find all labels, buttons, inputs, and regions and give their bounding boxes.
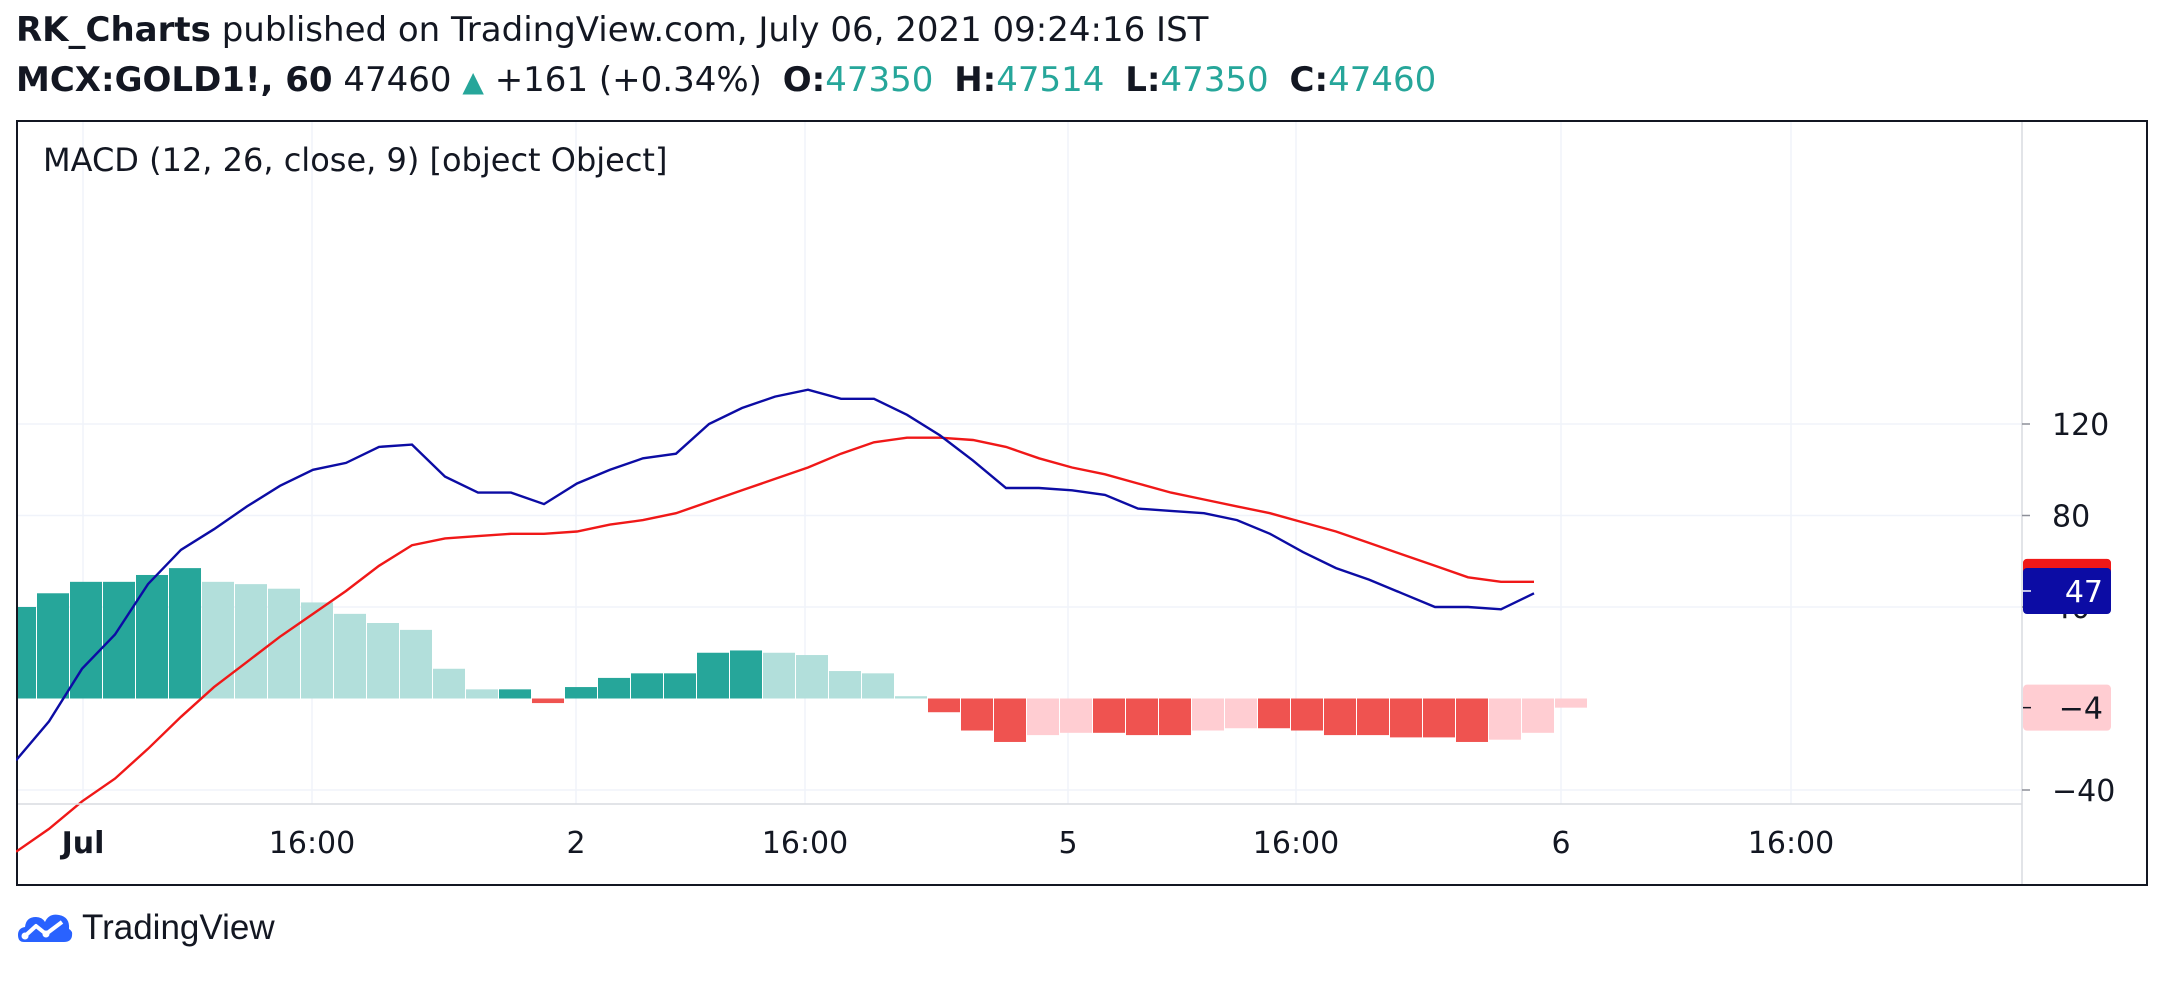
histogram-bar — [37, 593, 69, 699]
publish-info: RK_Charts published on TradingView.com, … — [16, 10, 1208, 50]
up-arrow-icon: ▲ — [462, 65, 484, 98]
histogram-bar — [532, 698, 564, 704]
close-value: 47460 — [1328, 60, 1437, 100]
tradingview-logo-icon — [18, 914, 73, 942]
histogram-bar — [400, 629, 432, 699]
published-text: published on TradingView.com, July 06, 2… — [221, 10, 1209, 50]
histogram-bar — [994, 698, 1026, 742]
histogram-bar — [1159, 698, 1191, 736]
symbol-info: MCX:GOLD1!, 60 47460 ▲ +161 (+0.34%) O:4… — [16, 60, 1436, 100]
macd-line — [16, 388, 1535, 762]
last-value-labels: −45147 — [2023, 558, 2111, 731]
histogram-bar — [1456, 698, 1488, 742]
y-tick-label: 120 — [2052, 408, 2109, 443]
histogram-bar — [268, 588, 300, 699]
price-change: +161 (+0.34%) — [494, 60, 762, 100]
histogram-bar — [598, 677, 630, 699]
brand-name: TradingView — [82, 908, 275, 947]
author-name: RK_Charts — [16, 10, 211, 50]
histogram-last-value: −4 — [2059, 692, 2103, 727]
histogram-bar — [1192, 698, 1224, 731]
histogram-bar — [499, 689, 531, 699]
x-tick-label: 16:00 — [1253, 826, 1339, 861]
symbol-name: MCX:GOLD1!, 60 — [16, 60, 333, 100]
low-value: 47350 — [1160, 60, 1269, 100]
histogram-bar — [631, 673, 663, 699]
histogram-bar — [796, 655, 828, 699]
x-tick-label: 6 — [1551, 826, 1570, 861]
last-price: 47460 — [343, 60, 452, 100]
histogram-bar — [829, 671, 861, 699]
histogram-bar — [763, 652, 795, 699]
histogram-bar — [1489, 698, 1521, 740]
histogram-bar — [895, 696, 927, 699]
low-label: L: — [1125, 60, 1161, 100]
histogram-bar — [1324, 698, 1356, 736]
histogram-bar — [1423, 698, 1455, 738]
x-tick-label: 16:00 — [1748, 826, 1834, 861]
x-tick-label: 16:00 — [269, 826, 355, 861]
histogram-bar — [664, 673, 696, 699]
macd-last-value-bg — [2023, 567, 2111, 614]
histogram-bar — [235, 584, 267, 699]
close-label: C: — [1289, 60, 1329, 100]
macd-last-value: 47 — [2065, 575, 2103, 610]
histogram-bar — [1291, 698, 1323, 731]
histogram-bar — [928, 698, 960, 713]
time-axis: Jul 16:00 2 16:00 5 16:00 6 16:00 — [60, 826, 1835, 861]
x-tick-label: 2 — [566, 826, 585, 861]
high-value: 47514 — [996, 60, 1105, 100]
histogram-bar — [697, 652, 729, 699]
histogram-bar — [730, 650, 762, 699]
chart-frame — [16, 120, 2148, 886]
histogram-bar — [433, 668, 465, 699]
histogram-bar — [1258, 698, 1290, 729]
signal-line — [16, 436, 1534, 853]
open-label: O: — [782, 60, 826, 100]
histogram-bar — [961, 698, 993, 731]
y-tick-label: 80 — [2052, 500, 2090, 535]
histogram-bar — [1225, 698, 1257, 729]
histogram-bar — [367, 623, 399, 699]
histogram-bar — [1522, 698, 1554, 733]
histogram-bar — [1357, 698, 1389, 736]
x-tick-label: 16:00 — [762, 826, 848, 861]
y-tick-label: −40 — [2052, 774, 2115, 809]
histogram-bar — [1390, 698, 1422, 738]
histogram-bar — [169, 568, 201, 699]
grid-lines — [18, 122, 2022, 804]
open-value: 47350 — [825, 60, 934, 100]
high-label: H: — [954, 60, 997, 100]
histogram-bar — [1093, 698, 1125, 733]
histogram-bar — [334, 613, 366, 699]
x-tick-label: Jul — [60, 826, 105, 861]
histogram-bar — [18, 607, 36, 699]
histogram-bar — [565, 687, 597, 699]
histogram-bar — [466, 689, 498, 699]
histogram-last-value-bg — [2023, 684, 2111, 731]
histogram-bar — [1027, 698, 1059, 736]
indicator-label: MACD (12, 26, close, 9) [object Object] — [43, 141, 667, 179]
x-tick-label: 5 — [1058, 826, 1077, 861]
histogram-bar — [103, 581, 135, 699]
histogram-bar — [301, 602, 333, 699]
histogram-bar — [1060, 698, 1092, 733]
histogram-bar — [1555, 698, 1587, 708]
histogram-bar — [1126, 698, 1158, 736]
footer: TradingView — [16, 908, 275, 948]
histogram-bar — [202, 581, 234, 699]
histogram-bar — [862, 673, 894, 699]
